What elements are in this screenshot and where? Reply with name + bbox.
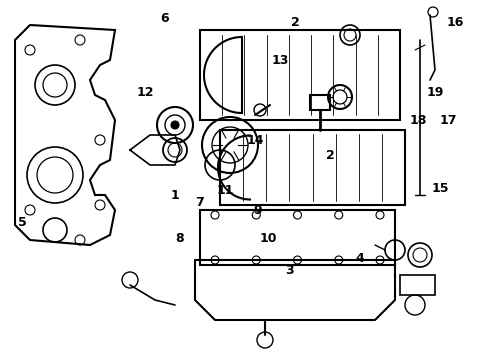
Text: 7: 7 xyxy=(195,195,204,208)
Text: 18: 18 xyxy=(408,113,426,126)
Text: 5: 5 xyxy=(18,216,26,229)
Text: 10: 10 xyxy=(259,231,276,244)
Text: 4: 4 xyxy=(355,252,364,265)
Text: 9: 9 xyxy=(253,203,262,216)
Polygon shape xyxy=(15,25,115,245)
Text: 15: 15 xyxy=(430,181,448,194)
Text: 13: 13 xyxy=(271,54,288,67)
Bar xyxy=(200,30,399,120)
Text: 14: 14 xyxy=(246,134,263,147)
Text: 1: 1 xyxy=(170,189,179,202)
Circle shape xyxy=(171,121,179,129)
Bar xyxy=(220,130,404,205)
Text: 17: 17 xyxy=(438,113,456,126)
Bar xyxy=(200,210,394,265)
Bar xyxy=(399,275,434,295)
Text: 6: 6 xyxy=(161,12,169,24)
Text: 2: 2 xyxy=(325,149,334,162)
Text: 12: 12 xyxy=(136,86,153,99)
Text: 11: 11 xyxy=(216,184,233,197)
Text: 3: 3 xyxy=(285,264,294,276)
Text: 16: 16 xyxy=(446,15,463,28)
Text: 19: 19 xyxy=(426,86,443,99)
Text: 8: 8 xyxy=(175,231,184,244)
Text: 2: 2 xyxy=(290,15,299,28)
Bar xyxy=(309,95,329,110)
